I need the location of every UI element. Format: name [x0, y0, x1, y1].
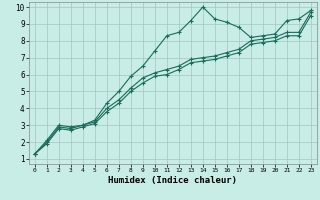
X-axis label: Humidex (Indice chaleur): Humidex (Indice chaleur) — [108, 176, 237, 185]
